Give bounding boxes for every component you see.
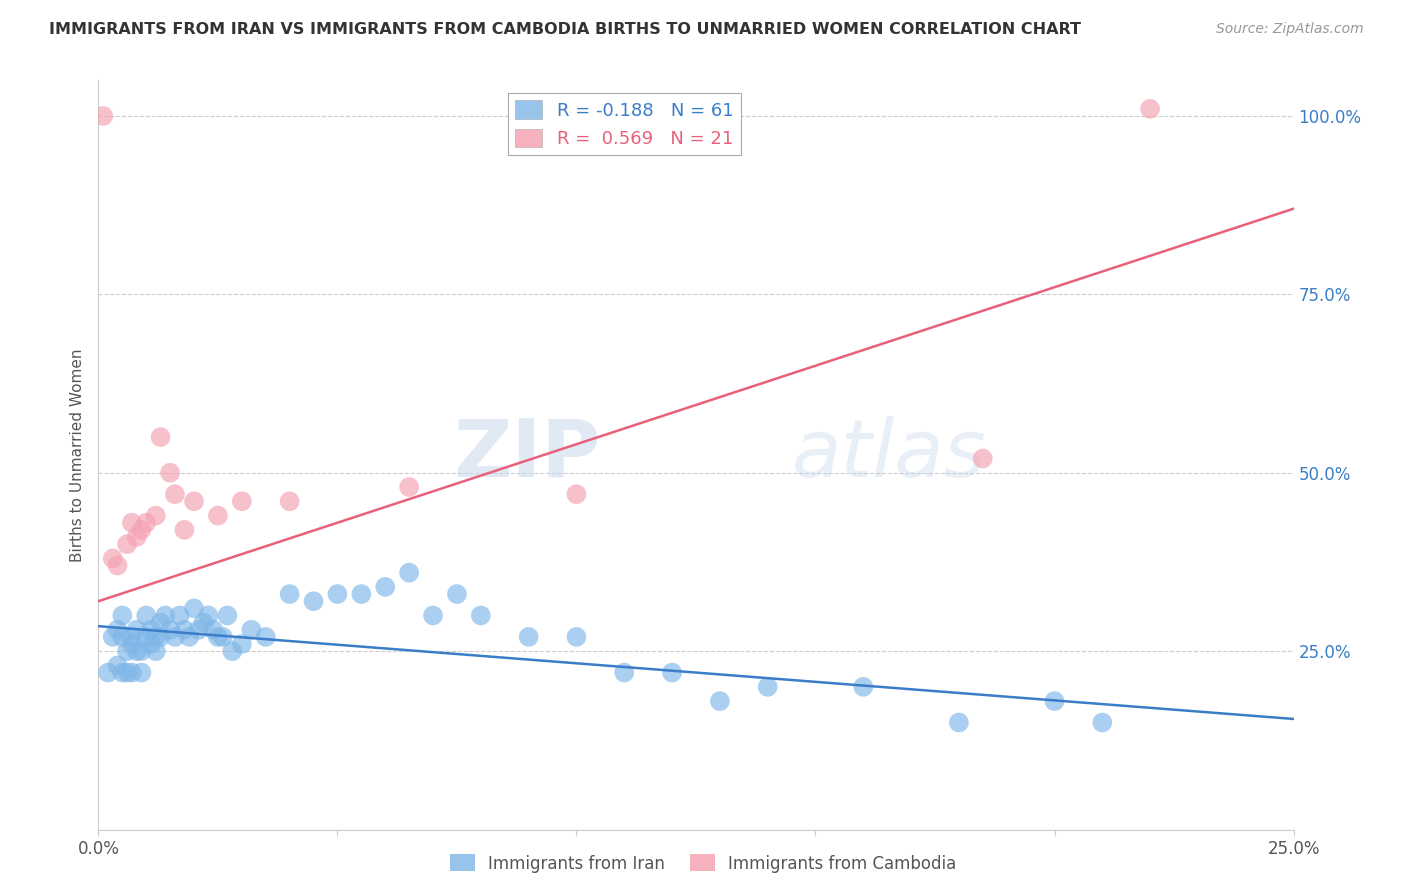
Point [254,630,277,644]
Point [278,494,301,508]
Point [422,608,444,623]
Point [179,630,201,644]
Point [107,558,129,573]
Point [398,566,420,580]
Point [131,644,153,658]
Point [149,430,172,444]
Point [111,665,134,680]
Point [517,630,540,644]
Point [565,630,588,644]
Point [756,680,779,694]
Point [240,623,263,637]
Text: IMMIGRANTS FROM IRAN VS IMMIGRANTS FROM CAMBODIA BIRTHS TO UNMARRIED WOMEN CORRE: IMMIGRANTS FROM IRAN VS IMMIGRANTS FROM … [49,22,1081,37]
Point [145,630,167,644]
Point [183,601,205,615]
Point [221,644,243,658]
Point [115,665,138,680]
Point [1139,102,1161,116]
Point [374,580,396,594]
Point [111,608,134,623]
Point [217,608,239,623]
Point [125,644,148,658]
Point [115,537,138,551]
Point [159,466,181,480]
Point [169,608,191,623]
Point [446,587,468,601]
Point [139,637,162,651]
Point [173,523,195,537]
Point [207,508,229,523]
Point [202,623,225,637]
Point [107,623,129,637]
Point [852,680,875,694]
Point [187,623,209,637]
Text: ZIP: ZIP [453,416,600,494]
Point [135,516,157,530]
Point [163,487,186,501]
Point [326,587,349,601]
Point [1091,715,1114,730]
Point [1043,694,1066,708]
Point [565,487,588,501]
Point [159,623,181,637]
Point [121,516,143,530]
Point [350,587,373,601]
Point [155,608,177,623]
Point [661,665,683,680]
Legend: R = -0.188   N = 61, R =  0.569   N = 21: R = -0.188 N = 61, R = 0.569 N = 21 [508,93,741,155]
Point [613,665,636,680]
Point [107,658,129,673]
Point [139,623,162,637]
Point [91,109,114,123]
Point [131,665,153,680]
Point [111,630,134,644]
Point [135,608,157,623]
Point [302,594,325,608]
Point [231,637,253,651]
Point [125,623,148,637]
Point [231,494,253,508]
Point [121,665,143,680]
Point [149,615,172,630]
Legend: Immigrants from Iran, Immigrants from Cambodia: Immigrants from Iran, Immigrants from Ca… [443,847,963,880]
Point [145,508,167,523]
Point [173,623,195,637]
Point [972,451,994,466]
Point [121,630,143,644]
Point [183,494,205,508]
Y-axis label: Births to Unmarried Women: Births to Unmarried Women [69,348,84,562]
Point [193,615,215,630]
Point [131,523,153,537]
Point [121,637,143,651]
Point [145,644,167,658]
Text: Source: ZipAtlas.com: Source: ZipAtlas.com [1216,22,1364,37]
Point [163,630,186,644]
Point [470,608,492,623]
Point [125,530,148,544]
Point [101,630,124,644]
Point [197,608,219,623]
Point [97,665,120,680]
Text: atlas: atlas [792,416,987,494]
Point [101,551,124,566]
Point [398,480,420,494]
Point [278,587,301,601]
Point [135,630,157,644]
Point [948,715,970,730]
Point [709,694,731,708]
Point [207,630,229,644]
Point [211,630,233,644]
Point [149,630,172,644]
Point [115,644,138,658]
